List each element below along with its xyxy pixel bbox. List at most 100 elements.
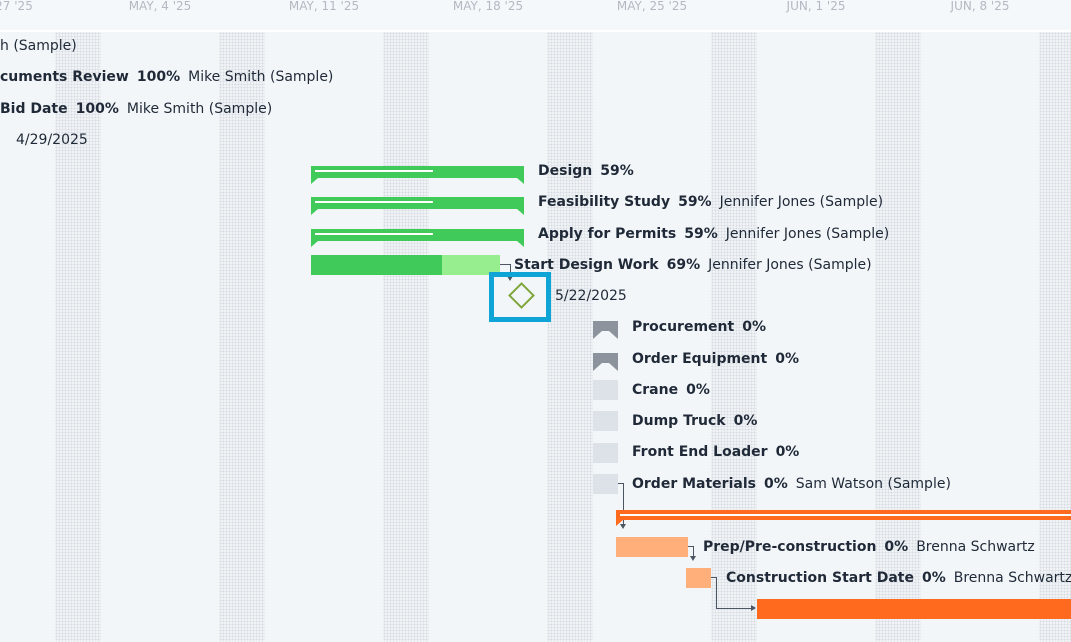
task-assignee: Jennifer Jones (Sample) (719, 194, 884, 210)
dependency-line (693, 546, 694, 556)
task-bar-construction[interactable] (757, 599, 1071, 619)
task-label: Start Design Work 69% Jennifer Jones (Samp… (514, 255, 872, 275)
milestone-date-label: 4/29/2025 (16, 130, 88, 150)
task-percent: 59% (684, 226, 718, 242)
summary-bar-order-equipment[interactable] (593, 353, 618, 371)
summary-bar-design[interactable] (311, 166, 524, 178)
task-assignee: Brenna Schwartz (953, 570, 1071, 586)
task-bar-front-end-loader[interactable] (593, 443, 618, 463)
dependency-arrow (620, 524, 626, 529)
dependency-line (623, 483, 624, 524)
weekend-column (547, 32, 593, 642)
task-bar-dump-truck[interactable] (593, 411, 618, 431)
timeline-header: 27 '25 MAY, 4 '25 MAY, 11 '25 MAY, 18 '2… (0, 0, 1071, 32)
milestone-date: 4/29/2025 (16, 132, 88, 148)
task-percent: 0% (742, 319, 766, 335)
weekend-column (55, 32, 101, 642)
milestone-date-label: 5/22/2025 (555, 286, 627, 306)
summary-bar-end (311, 209, 318, 215)
task-bar-order-materials[interactable] (593, 474, 618, 494)
task-percent: 0% (775, 444, 800, 460)
dependency-line (716, 577, 717, 608)
task-bar-crane[interactable] (593, 380, 618, 400)
dependency-line (716, 608, 752, 609)
task-percent: 100% (75, 101, 119, 117)
task-name: Crane (632, 382, 679, 398)
task-label: Apply for Permits 59% Jennifer Jones (Samp… (538, 224, 889, 244)
task-bar-start-design-work[interactable] (311, 255, 500, 275)
task-percent: 59% (600, 163, 634, 179)
summary-bar-construction[interactable] (616, 510, 1071, 520)
task-assignee: Sam Watson (Sample) (795, 476, 951, 492)
task-label: Order Equipment 0% (632, 349, 799, 369)
task-label: Feasibility Study 59% Jennifer Jones (Samp… (538, 192, 883, 212)
task-label: Bid Date 100% Mike Smith (Sample) (0, 99, 272, 119)
task-name: Prep/Pre-construction (703, 539, 877, 555)
dependency-line (510, 264, 511, 276)
task-label: Procurement 0% (632, 317, 766, 337)
task-assignee: Jennifer Jones (Sample) (725, 226, 890, 242)
dependency-line (500, 264, 511, 265)
task-label: Front End Loader 0% (632, 442, 799, 462)
task-name: Bid Date (0, 101, 68, 117)
task-progress-fill (311, 255, 442, 275)
task-percent: 0% (733, 413, 758, 429)
task-name: Start Design Work (514, 257, 659, 273)
task-assignee: Jennifer Jones (Sample) (708, 257, 872, 273)
summary-bar-end (616, 520, 623, 526)
task-name: Procurement (632, 319, 735, 335)
task-assignee: h (Sample) (0, 38, 77, 54)
weekend-column (1039, 32, 1071, 642)
summary-bar-apply-for-permits[interactable] (311, 229, 524, 241)
dependency-arrow (507, 276, 513, 281)
summary-bar-end (517, 241, 524, 247)
selected-milestone-highlight[interactable] (489, 272, 551, 322)
weekend-column (383, 32, 429, 642)
weekend-column (711, 32, 757, 642)
dependency-line (711, 577, 717, 578)
timeline-week-label: JUN, 1 '25 (786, 0, 846, 13)
task-name: cuments Review (0, 69, 129, 85)
weekend-column (875, 32, 921, 642)
task-bar-construction-start-date[interactable] (686, 568, 711, 588)
summary-bar-end (517, 209, 524, 215)
task-label: Prep/Pre-construction 0% Brenna Schwartz (703, 537, 1035, 557)
task-name: Feasibility Study (538, 194, 671, 210)
task-name: Construction Start Date (726, 570, 914, 586)
weekend-column (219, 32, 265, 642)
task-name: Apply for Permits (538, 226, 677, 242)
task-percent: 0% (921, 570, 946, 586)
dependency-arrow (690, 556, 696, 561)
task-percent: 100% (136, 69, 181, 85)
timeline-week-label: MAY, 11 '25 (288, 0, 360, 13)
task-label: Construction Start Date 0% Brenna Schwartz (726, 568, 1071, 588)
task-percent: 69% (666, 257, 701, 273)
task-percent: 0% (775, 351, 799, 367)
dependency-arrow (751, 605, 756, 611)
dependency-line (688, 546, 694, 547)
task-percent: 0% (884, 539, 909, 555)
timeline-week-label: MAY, 25 '25 (616, 0, 688, 13)
timeline-week-label: 27 '25 (0, 0, 33, 13)
task-bar-prep-pre-construction[interactable] (616, 537, 688, 557)
task-name: Dump Truck (632, 413, 726, 429)
timeline-week-label: MAY, 18 '25 (452, 0, 524, 13)
timeline-week-label: MAY, 4 '25 (128, 0, 192, 13)
task-label: cuments Review 100% Mike Smith (Sample) (0, 67, 333, 87)
summary-bar-feasibility-study[interactable] (311, 197, 524, 209)
summary-bar-end (517, 178, 524, 184)
task-name: Order Equipment (632, 351, 768, 367)
task-percent: 0% (686, 382, 710, 398)
task-percent: 0% (763, 476, 788, 492)
task-name: Design (538, 163, 593, 179)
dependency-line (618, 483, 624, 484)
task-assignee: Mike Smith (Sample) (188, 69, 334, 85)
timeline-week-label: JUN, 8 '25 (950, 0, 1010, 13)
task-name: Front End Loader (632, 444, 768, 460)
task-label: Design 59% (538, 161, 634, 181)
task-label: Dump Truck 0% (632, 411, 757, 431)
summary-bar-procurement[interactable] (593, 321, 618, 339)
task-label: Order Materials 0% Sam Watson (Sample) (632, 474, 951, 494)
task-assignee: Mike Smith (Sample) (126, 101, 273, 117)
